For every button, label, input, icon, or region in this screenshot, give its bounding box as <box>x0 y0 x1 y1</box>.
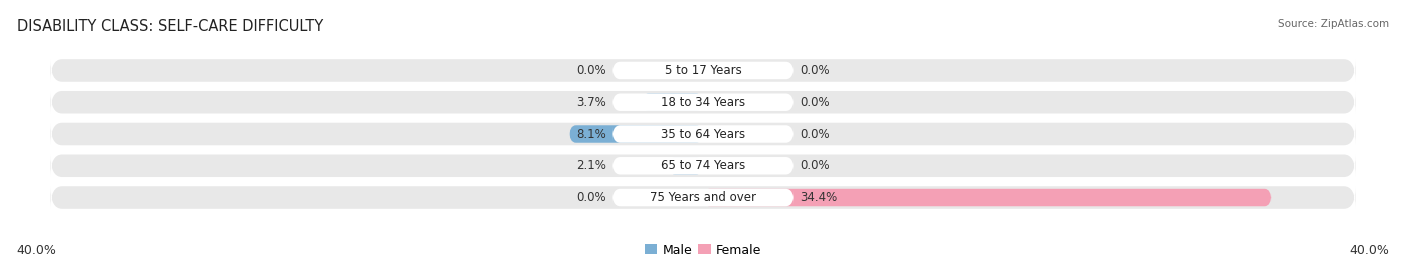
Text: 8.1%: 8.1% <box>576 128 606 140</box>
Text: 18 to 34 Years: 18 to 34 Years <box>661 96 745 109</box>
Text: DISABILITY CLASS: SELF-CARE DIFFICULTY: DISABILITY CLASS: SELF-CARE DIFFICULTY <box>17 19 323 34</box>
Text: 0.0%: 0.0% <box>800 64 830 77</box>
FancyBboxPatch shape <box>51 186 1355 209</box>
FancyBboxPatch shape <box>612 94 794 111</box>
Text: Source: ZipAtlas.com: Source: ZipAtlas.com <box>1278 19 1389 29</box>
Text: 3.7%: 3.7% <box>576 96 606 109</box>
Text: 2.1%: 2.1% <box>575 159 606 172</box>
FancyBboxPatch shape <box>703 189 1271 206</box>
Text: 0.0%: 0.0% <box>800 96 830 109</box>
FancyBboxPatch shape <box>569 125 703 143</box>
Text: 0.0%: 0.0% <box>800 128 830 140</box>
FancyBboxPatch shape <box>51 59 1355 82</box>
FancyBboxPatch shape <box>612 62 794 79</box>
Text: 0.0%: 0.0% <box>576 191 606 204</box>
FancyBboxPatch shape <box>51 91 1355 114</box>
Legend: Male, Female: Male, Female <box>640 239 766 262</box>
Text: 0.0%: 0.0% <box>576 64 606 77</box>
Text: 35 to 64 Years: 35 to 64 Years <box>661 128 745 140</box>
Text: 40.0%: 40.0% <box>17 244 56 257</box>
FancyBboxPatch shape <box>668 157 703 174</box>
FancyBboxPatch shape <box>51 123 1355 145</box>
Text: 75 Years and over: 75 Years and over <box>650 191 756 204</box>
Text: 65 to 74 Years: 65 to 74 Years <box>661 159 745 172</box>
FancyBboxPatch shape <box>643 94 703 111</box>
Text: 0.0%: 0.0% <box>800 159 830 172</box>
Text: 34.4%: 34.4% <box>800 191 838 204</box>
FancyBboxPatch shape <box>612 189 794 206</box>
FancyBboxPatch shape <box>51 154 1355 177</box>
Text: 5 to 17 Years: 5 to 17 Years <box>665 64 741 77</box>
FancyBboxPatch shape <box>612 157 794 174</box>
FancyBboxPatch shape <box>612 125 794 143</box>
Text: 40.0%: 40.0% <box>1350 244 1389 257</box>
